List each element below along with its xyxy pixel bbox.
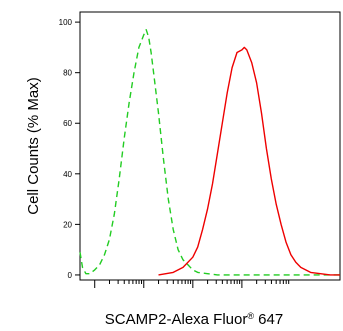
series-layer [79, 29, 340, 276]
y-tick-label: 80 [63, 69, 72, 78]
y-tick-label: 100 [59, 18, 73, 27]
series-line-2 [158, 46, 340, 276]
x-axis-title: SCAMP2-Alexa Fluor® 647 [105, 311, 283, 328]
y-tick-label: 20 [63, 220, 72, 229]
plot-border [79, 11, 341, 281]
x-axis-title-main: SCAMP2-Alexa Fluor [105, 311, 248, 328]
x-axis-title-suffix: 647 [254, 311, 283, 328]
y-axis-title: Cell Counts (% Max) [25, 77, 42, 215]
y-axis: 0 20 40 60 80 100 [59, 18, 80, 280]
y-tick-label: 0 [68, 271, 73, 280]
y-tick-label: 40 [63, 170, 72, 179]
series-line-1 [79, 29, 340, 276]
x-axis-title-mark: ® [247, 311, 254, 321]
plot-frame [79, 11, 341, 281]
y-tick-label: 60 [63, 119, 72, 128]
x-axis [94, 280, 290, 288]
